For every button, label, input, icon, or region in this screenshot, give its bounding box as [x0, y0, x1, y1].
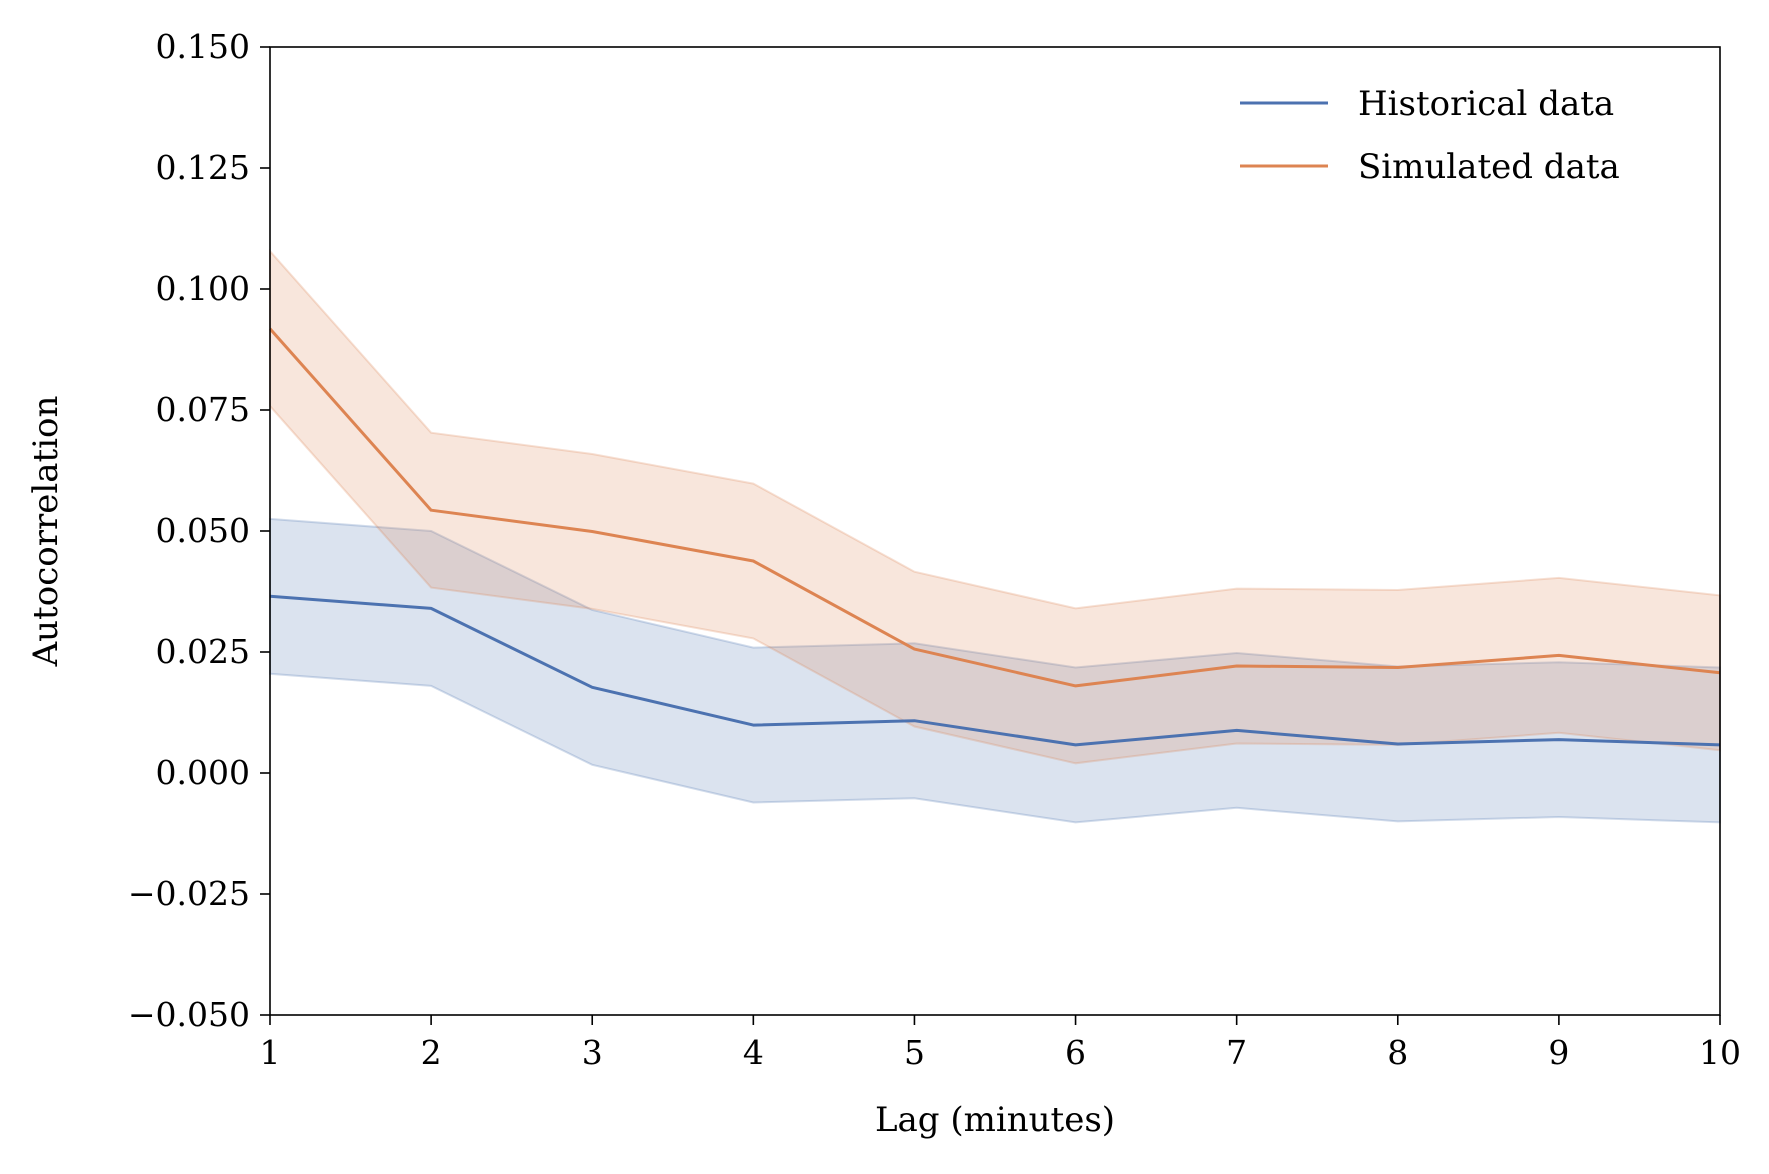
x-tick-label: 7	[1226, 1033, 1247, 1072]
x-tick-label: 5	[904, 1033, 925, 1072]
y-tick-label: 0.050	[156, 511, 250, 550]
y-axis: −0.050 −0.025 0.000 0.025 0.050 0.075 0.100 0.1…	[128, 27, 270, 1034]
y-axis-label: Autocorrelation	[26, 396, 66, 668]
x-tick-label: 9	[1548, 1033, 1569, 1072]
y-tick-label: 0.150	[156, 27, 250, 66]
x-axis: 1 2 3 4 5 6 7 8 9 10	[260, 1015, 1741, 1072]
x-tick-label: 2	[421, 1033, 442, 1072]
x-tick-label: 1	[260, 1033, 281, 1072]
legend: Historical data Simulated data	[1240, 84, 1620, 187]
x-tick-label: 3	[582, 1033, 603, 1072]
x-tick-label: 8	[1387, 1033, 1408, 1072]
y-tick-label: 0.125	[156, 148, 250, 187]
x-axis-label: Lag (minutes)	[875, 1100, 1115, 1140]
x-tick-label: 4	[743, 1033, 764, 1072]
legend-label: Historical data	[1358, 84, 1614, 124]
x-tick-label: 6	[1065, 1033, 1086, 1072]
confidence-bands	[269, 248, 1721, 824]
y-tick-label: −0.025	[128, 874, 250, 913]
y-tick-label: 0.100	[156, 269, 250, 308]
y-tick-label: 0.025	[156, 632, 250, 671]
series-line-0	[269, 594, 1721, 747]
x-tick-label: 10	[1699, 1033, 1741, 1072]
y-tick-label: 0.075	[156, 390, 250, 429]
y-tick-label: −0.050	[128, 995, 250, 1034]
series-lines	[268, 327, 1721, 747]
y-tick-label: 0.000	[156, 753, 250, 792]
series-line-1	[268, 327, 1721, 688]
legend-label: Simulated data	[1358, 147, 1620, 187]
